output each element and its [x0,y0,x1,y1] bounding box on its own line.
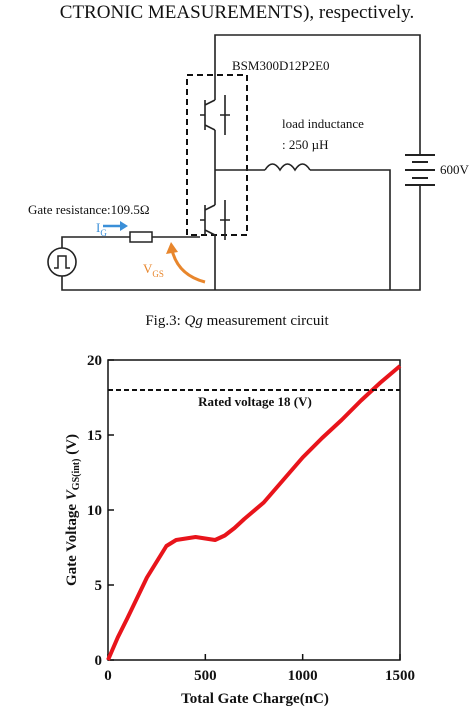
pulse [54,255,70,269]
caption-prefix: Fig.3: [145,313,184,329]
resistor [129,231,153,243]
voltage-label: VGS [143,261,164,279]
y-tick-label: 10 [87,503,102,519]
load-value: : 250 µH [282,137,329,152]
symbol: I [96,220,100,235]
y-axis-label: Gate Voltage VGS(int) (V) [64,434,82,586]
x-axis-label: Total Gate Charge(nC) [181,691,329,707]
source-voltage: 600V [440,162,470,177]
circuit: BSM300D12P2E0 load inductance : 250 µH 6… [28,34,470,291]
inductor [264,163,311,172]
symbol: V [143,261,153,276]
y-label-subscript: GS(int) [71,459,82,491]
current-label: IG [96,220,107,238]
y-tick-label: 5 [95,578,103,594]
module-label: BSM300D12P2E0 [232,58,330,73]
caption-emphasis: Qg [185,313,204,329]
y-tick-label: 20 [87,353,102,369]
load-label: load inductance [282,116,364,131]
header-text: CTRONIC MEASUREMENTS), respectively. [60,2,414,23]
wires [61,34,421,291]
x-tick-label: 500 [194,668,217,684]
y-label-text: Gate Voltage [64,500,80,586]
y-label-unit: (V) [64,434,80,459]
x-tick-label: 1500 [385,668,415,684]
x-tick-label: 0 [104,668,112,684]
series-line [106,364,402,661]
chart: Total Gate Charge(nC) Gate Voltage VGS(i… [64,353,415,707]
voltage-arrow-head [166,242,178,254]
subscript: GS [152,269,164,279]
current-arrow-head [120,221,128,231]
voltage-arrow [170,249,206,284]
x-tick-label: 1000 [288,668,318,684]
y-tick-label: 0 [95,653,103,669]
caption: Fig.3: Qg measurement circuit [145,313,329,329]
caption-suffix: measurement circuit [203,313,330,329]
module-box [186,74,248,236]
y-label-symbol: V [64,488,80,500]
y-tick-label: 15 [87,428,102,444]
source [47,247,77,277]
transistors [200,90,230,250]
gate-resistance: Gate resistance:109.5Ω [28,202,150,217]
battery [405,154,435,186]
reference-label: Rated voltage 18 (V) [198,394,312,409]
subscript: G [100,228,107,238]
